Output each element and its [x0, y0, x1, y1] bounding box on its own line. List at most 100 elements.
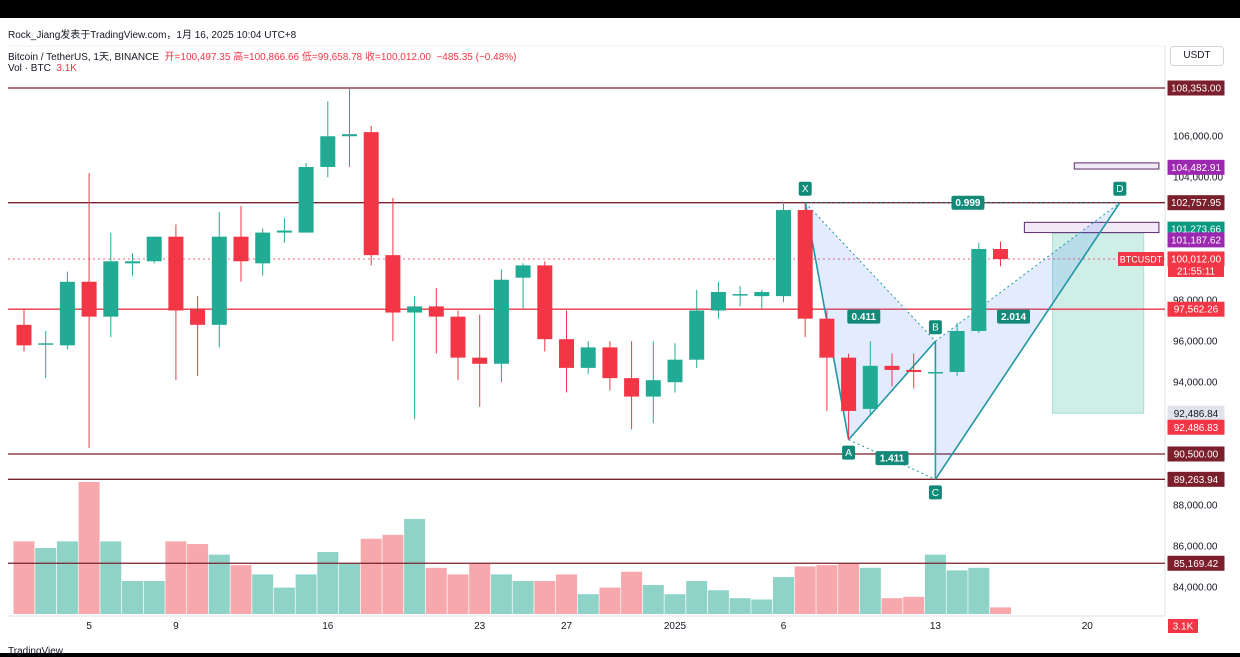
symbol-name[interactable]: Bitcoin / TetherUS, 1天, BINANCE	[8, 52, 159, 63]
volume-bar	[230, 565, 252, 614]
candle-body	[689, 310, 705, 360]
chart-canvas[interactable]: Rock_Jiang发表于TradingView.com，1月 16, 2025…	[0, 18, 1240, 657]
price-axis-tick: 86,000.00	[1173, 542, 1218, 553]
price-chart[interactable]: X A B C D 0.411 1.411 0.999 2.014 106,000.00 104,0…	[0, 18, 1240, 653]
volume-bar	[143, 581, 165, 614]
volume-label: Vol · BTC	[8, 63, 51, 74]
candle-body	[797, 210, 813, 319]
time-axis-tick: 5	[86, 621, 92, 632]
price-axis-label-box	[1167, 232, 1225, 248]
pattern-leg-line	[934, 202, 1121, 480]
candle-body	[363, 132, 379, 256]
candle-body	[537, 265, 553, 340]
price-axis-label: 108,353.00	[1171, 84, 1221, 95]
price-axis-tick: 96,000.00	[1173, 337, 1218, 348]
publisher-line: Rock_Jiang发表于TradingView.com，1月 16, 2025…	[8, 30, 297, 41]
volume-bar	[794, 566, 816, 614]
price-axis-label-box	[1167, 419, 1225, 435]
volume-bar	[360, 538, 382, 614]
volume-value: 3.1K	[56, 63, 77, 74]
candle-body	[580, 347, 596, 368]
volume-bar	[924, 554, 946, 614]
price-axis-tick: 88,000.00	[1173, 501, 1218, 512]
candle-body	[559, 339, 574, 368]
volume-bar	[534, 581, 556, 614]
ratio-badge	[951, 195, 985, 210]
price-axis-label-box	[1167, 195, 1225, 211]
volume-bar	[13, 541, 35, 614]
volume-bar	[686, 581, 708, 614]
candle-body	[993, 248, 1008, 259]
candle-body	[320, 136, 336, 167]
ohlc-values: 开=100,497.35 高=100,866.66 低=99,658.78 收=…	[164, 52, 431, 63]
volume-tag-box	[1168, 619, 1198, 633]
volume-bar	[56, 541, 78, 614]
price-axis-label: 101,273.66	[1171, 225, 1221, 236]
volume-bar	[838, 563, 860, 614]
volume-bar	[773, 577, 794, 614]
candle-body	[81, 281, 97, 317]
tradingview-logo: TradingView	[8, 646, 64, 657]
pattern-point-badge	[842, 445, 856, 460]
volume-bar	[208, 554, 230, 614]
price-axis-label: 92,486.83	[1174, 423, 1219, 434]
ratio-badge	[997, 309, 1031, 324]
candle-body	[493, 279, 509, 364]
volume-bar	[252, 574, 274, 614]
candle-body	[146, 236, 162, 262]
candle-body	[515, 265, 531, 278]
time-axis-tick: 9	[173, 621, 179, 632]
price-axis-label-box	[1167, 446, 1225, 462]
ratio-badge	[875, 451, 909, 466]
volume-bar	[664, 594, 686, 614]
pattern-leg-line	[848, 340, 936, 441]
volume-tag: 3.1K	[1173, 622, 1194, 633]
ratio-badge	[847, 309, 881, 324]
price-axis-label: 85,169.42	[1174, 559, 1219, 570]
volume-bar	[187, 544, 209, 614]
time-axis-tick: 20	[1082, 621, 1094, 632]
volume-bar	[816, 565, 838, 614]
candle-body	[407, 306, 423, 313]
candle-body	[342, 134, 357, 137]
price-axis-tick: 98,000.00	[1173, 296, 1218, 307]
volume-bar	[165, 541, 187, 614]
pattern-point-label: D	[1116, 184, 1123, 195]
volume-legend: Vol · BTC 3.1K	[8, 63, 77, 74]
volume-bar	[512, 581, 534, 614]
time-axis-tick: 16	[322, 621, 334, 632]
currency-button[interactable]: USDT	[1170, 46, 1224, 66]
time-axis-tick: 6	[781, 621, 787, 632]
pattern-point-label: X	[802, 184, 809, 195]
candle-body	[862, 365, 878, 409]
pattern-ratio-line	[935, 202, 1121, 342]
ratio-label: 1.411	[880, 454, 905, 465]
volume-bar	[273, 587, 295, 614]
candle-body	[776, 210, 791, 297]
candle-body	[949, 330, 965, 372]
volume-bar	[339, 563, 360, 614]
price-axis-label-box	[1167, 471, 1225, 487]
volume-bar	[556, 574, 577, 614]
volume-bar	[317, 551, 339, 614]
volume-bar	[122, 581, 143, 614]
candle-body	[602, 347, 618, 379]
price-axis-label-box	[1167, 555, 1225, 571]
ratio-label: 0.999	[955, 198, 980, 209]
candle-body	[255, 232, 271, 264]
pattern-point-label: B	[932, 323, 939, 334]
candle-body	[472, 357, 488, 364]
candle-body	[385, 255, 401, 313]
price-axis-label: 104,482.91	[1171, 163, 1221, 174]
candle-body	[754, 292, 770, 297]
candle-body	[971, 248, 987, 331]
candle-body	[645, 380, 661, 397]
candle-body	[103, 261, 119, 317]
pattern-point-label: A	[845, 448, 852, 459]
supply-zone-rect	[1073, 162, 1160, 170]
candle-body	[59, 281, 75, 346]
volume-bar	[859, 567, 881, 614]
volume-bar	[425, 567, 447, 614]
price-axis-label-box	[1167, 80, 1225, 96]
volume-bar	[35, 548, 57, 614]
